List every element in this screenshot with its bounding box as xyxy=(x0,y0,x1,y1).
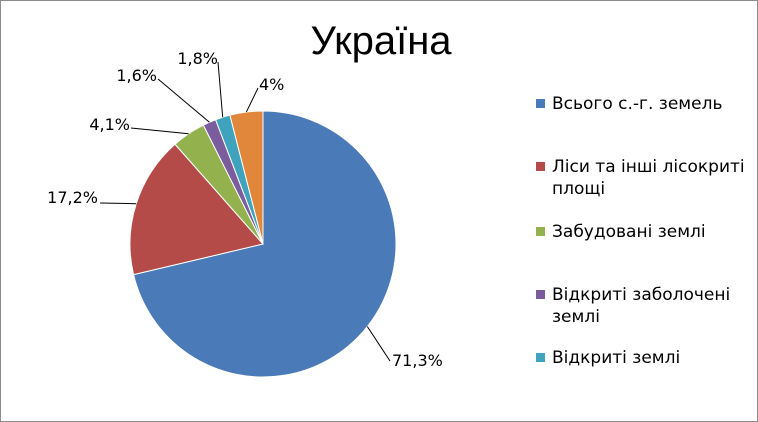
data-label: 1,6% xyxy=(116,66,157,85)
slice-agricultural xyxy=(132,110,397,378)
legend-label: Відкриті заболочені землі xyxy=(552,285,731,327)
leader-line xyxy=(217,61,224,118)
data-label: 4% xyxy=(259,75,284,94)
legend-swatch xyxy=(536,162,545,171)
legend-label: Забудовані землі xyxy=(552,222,706,242)
data-label: 4,1% xyxy=(89,115,130,134)
leader-line xyxy=(99,202,137,205)
slice-forests xyxy=(129,143,264,276)
data-label: 17,2% xyxy=(47,188,98,207)
legend-label: Ліси та інші лісокриті площі xyxy=(552,157,745,199)
legend-swatch xyxy=(536,99,545,108)
legend-swatch xyxy=(536,227,545,236)
legend-label: Всього с.-г. земель xyxy=(552,94,723,114)
leader-line xyxy=(157,78,210,123)
leader-line xyxy=(366,326,391,362)
leader-line xyxy=(130,127,189,135)
legend-label: Відкриті землі xyxy=(552,348,681,368)
chart-title: Україна xyxy=(310,19,452,63)
legend-swatch xyxy=(536,290,545,299)
legend-swatch xyxy=(536,353,545,362)
data-label: 71,3% xyxy=(392,351,443,370)
leader-line xyxy=(245,87,259,113)
data-label: 1,8% xyxy=(177,49,218,68)
